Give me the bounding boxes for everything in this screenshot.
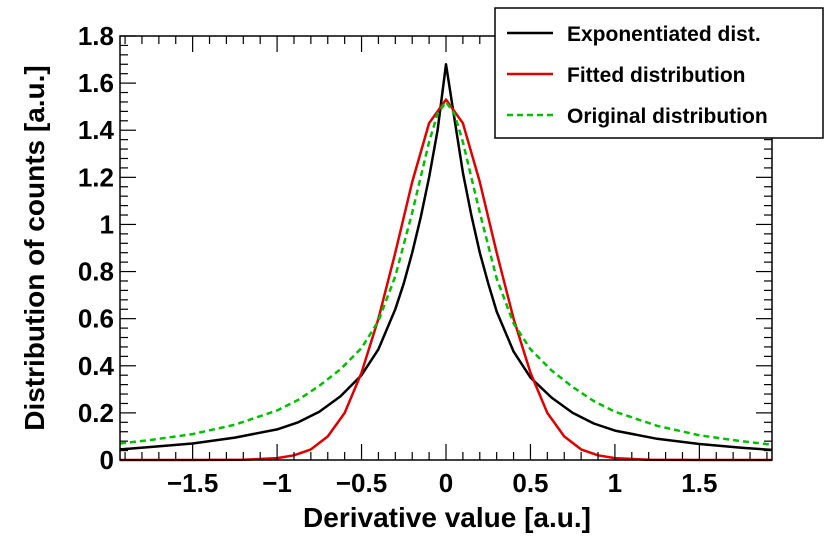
y-tick-label: 0.8 — [78, 257, 114, 287]
y-tick-label: 0.6 — [78, 304, 114, 334]
x-tick-label: −0.5 — [336, 468, 387, 498]
y-axis-title: Distribution of counts [a.u.] — [19, 65, 50, 431]
y-tick-label: 1.6 — [78, 68, 114, 98]
y-tick-label: 1.8 — [78, 21, 114, 51]
y-tick-label: 0 — [100, 445, 114, 475]
y-tick-label: 1.4 — [78, 115, 115, 145]
x-tick-label: 0 — [439, 468, 453, 498]
legend-label-3: Original distribution — [567, 105, 768, 128]
y-tick-label: 0.2 — [78, 398, 114, 428]
x-tick-label: −1 — [262, 468, 292, 498]
x-tick-label: 0.5 — [512, 468, 548, 498]
y-tick-label: 1.2 — [78, 162, 114, 192]
series-line-2 — [120, 98, 772, 462]
x-axis-title: Derivative value [a.u.] — [303, 502, 591, 533]
legend-label-2: Fitted distribution — [567, 64, 745, 87]
legend-label-1: Exponentiated dist. — [567, 23, 761, 46]
x-tick-label: −1.5 — [167, 468, 218, 498]
legend: Exponentiated dist. Fitted distribution Or… — [494, 7, 824, 139]
y-tick-label: 1 — [100, 209, 114, 239]
x-tick-label: 1.5 — [681, 468, 717, 498]
y-tick-label: 0.4 — [78, 351, 115, 381]
x-tick-label: 1 — [608, 468, 622, 498]
series-line-3 — [119, 100, 773, 446]
series-line-1 — [119, 63, 773, 452]
series-layer — [119, 63, 773, 462]
